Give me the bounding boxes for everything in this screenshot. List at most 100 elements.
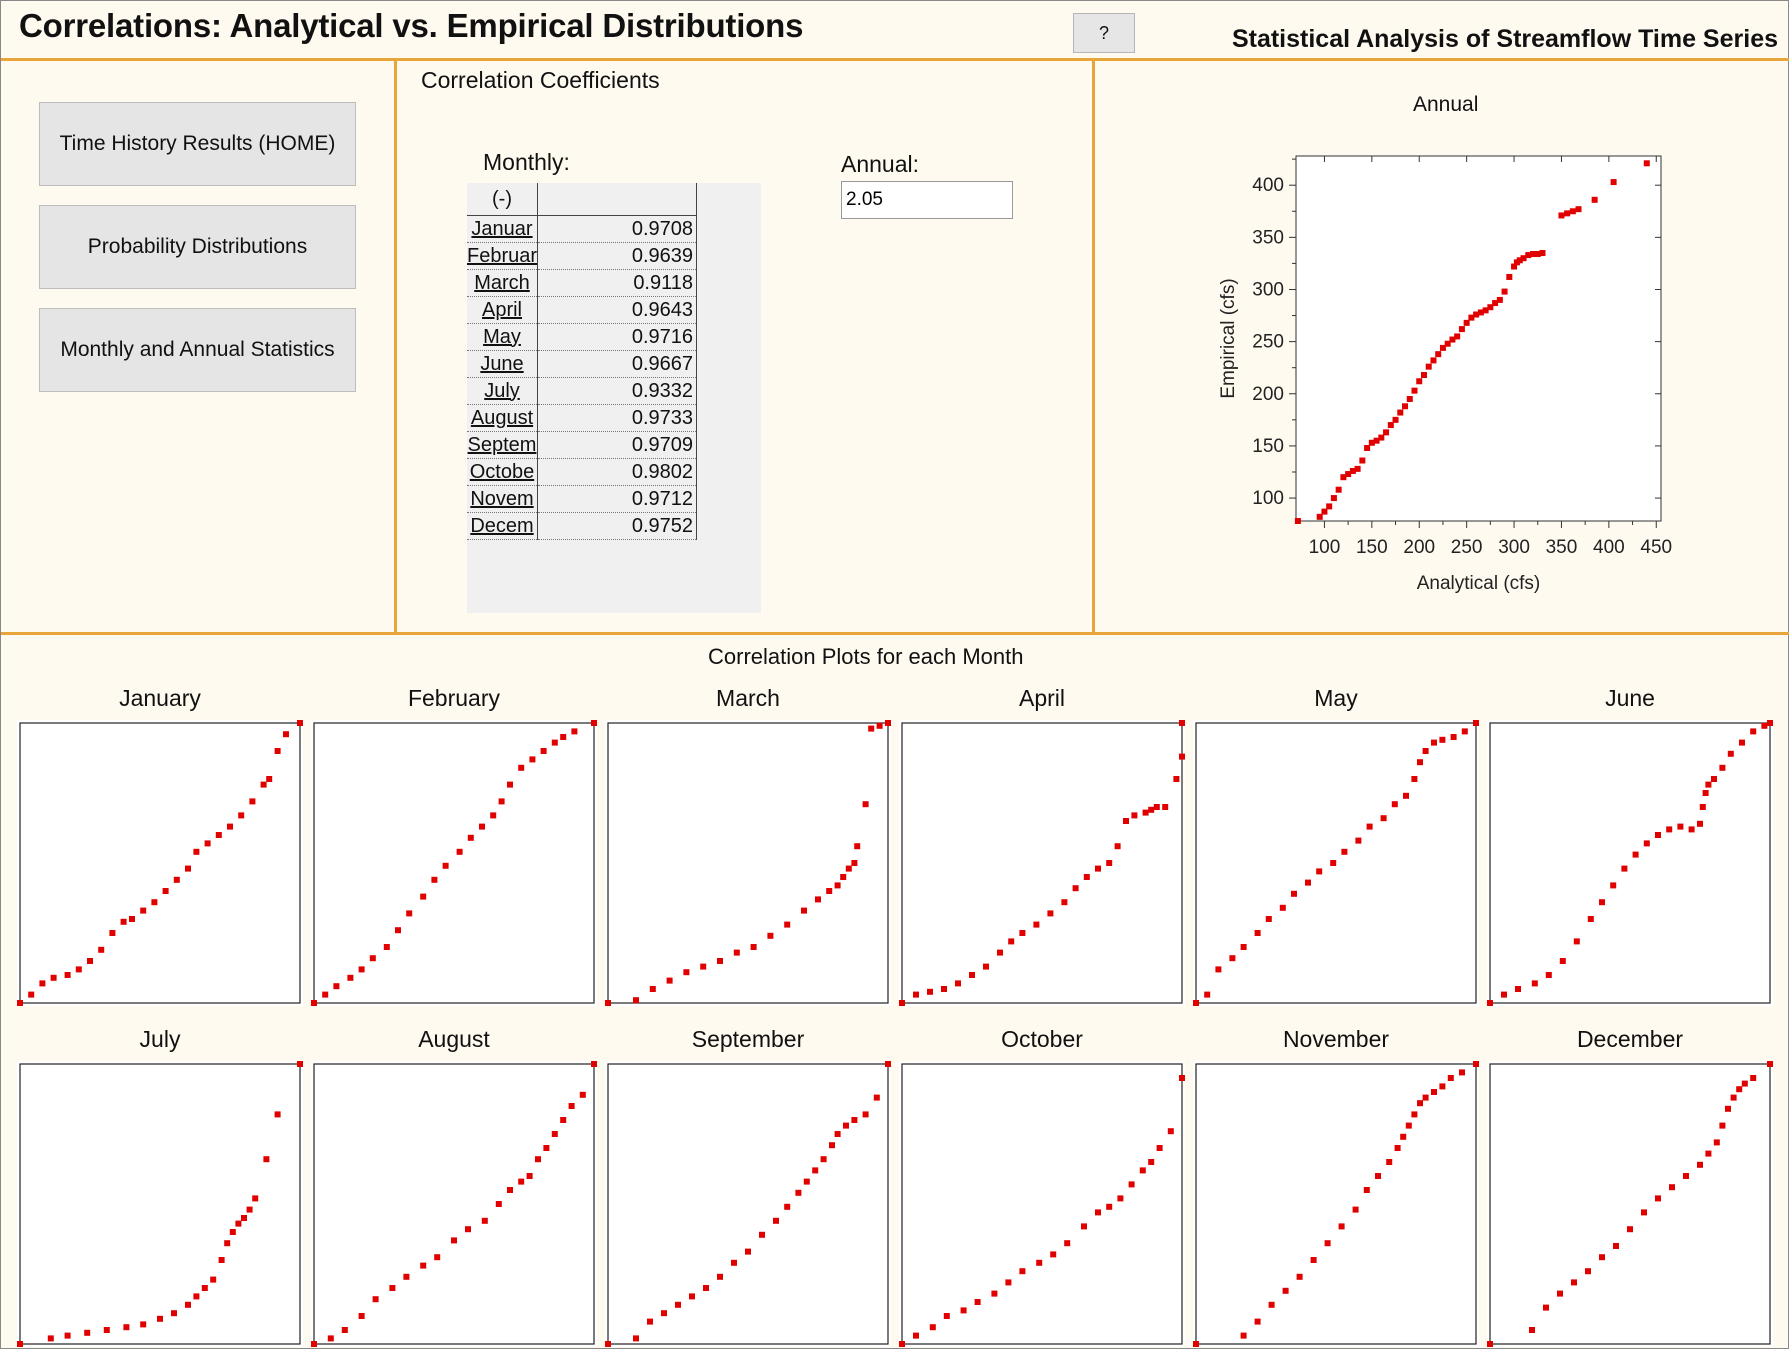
data-point — [274, 1111, 281, 1118]
data-point — [456, 848, 463, 855]
month-name-cell[interactable]: June — [467, 350, 538, 378]
data-point — [322, 991, 329, 998]
data-point — [1316, 868, 1323, 875]
data-point — [1496, 296, 1503, 303]
data-point — [162, 888, 169, 894]
data-point — [1439, 1083, 1446, 1090]
data-point — [1511, 263, 1518, 270]
data-point — [1148, 1159, 1155, 1165]
month-correlation-plot — [899, 1061, 1185, 1347]
coefficient-value-cell: 0.9752 — [537, 512, 697, 540]
data-point — [1666, 826, 1673, 833]
month-plot-title: March — [716, 685, 780, 711]
data-point — [1335, 486, 1342, 493]
data-point — [991, 1290, 998, 1297]
data-point — [1599, 1254, 1605, 1261]
data-point — [1767, 1061, 1773, 1067]
data-point — [1447, 1075, 1454, 1081]
month-name-cell[interactable]: Novem — [467, 485, 538, 513]
data-point — [820, 1156, 827, 1163]
data-point — [647, 1318, 653, 1325]
help-button[interactable]: ? — [1073, 13, 1135, 53]
data-point — [1019, 930, 1026, 936]
month-name-cell[interactable]: July — [467, 377, 538, 405]
month-name-cell[interactable]: August — [467, 404, 538, 432]
month-plot-title: June — [1605, 685, 1655, 711]
month-plot-title: May — [1314, 685, 1358, 711]
month-name-cell[interactable]: March — [467, 269, 538, 297]
data-point — [1697, 1161, 1703, 1168]
data-point — [1240, 1332, 1247, 1339]
table-row: Novem 0.9712 — [467, 485, 697, 513]
data-point — [372, 1296, 379, 1303]
data-point — [1677, 823, 1684, 830]
data-point — [241, 1215, 247, 1221]
month-name-cell[interactable]: Decem — [467, 512, 538, 540]
month-correlation-plot — [311, 1061, 597, 1347]
data-point — [1632, 851, 1639, 858]
data-point — [633, 1335, 639, 1342]
data-point — [759, 1231, 765, 1238]
data-point — [1268, 1301, 1275, 1308]
data-point — [431, 876, 438, 883]
data-point — [801, 907, 807, 914]
data-point — [193, 848, 200, 855]
month-name-cell[interactable]: May — [467, 323, 538, 351]
annual-coefficient-field[interactable] — [841, 181, 1013, 219]
data-point — [246, 1206, 253, 1213]
month-name-cell[interactable]: Octobe — [467, 458, 538, 486]
month-plot-title: July — [139, 1026, 181, 1052]
y-tick-label: 100 — [1252, 488, 1284, 509]
data-point — [1368, 439, 1375, 446]
data-point — [1321, 508, 1328, 515]
month-name-cell[interactable]: Septem — [467, 431, 538, 459]
data-point — [745, 1248, 751, 1255]
data-point — [591, 720, 597, 726]
data-point — [406, 910, 413, 917]
data-point — [1569, 208, 1576, 215]
data-point — [1417, 759, 1423, 766]
data-point — [1458, 326, 1465, 333]
data-point — [260, 781, 267, 788]
section-divider — [1, 632, 1789, 635]
data-point — [1655, 832, 1661, 838]
monthly-annual-statistics-button[interactable]: Monthly and Annual Statistics — [39, 308, 356, 392]
month-name-cell[interactable]: Februar — [467, 242, 538, 270]
month-plot-title: October — [1001, 1026, 1083, 1052]
data-point — [1411, 387, 1418, 394]
data-point — [1153, 804, 1160, 810]
data-point — [1341, 848, 1348, 855]
data-point — [1411, 776, 1418, 782]
month-plot-title: January — [119, 685, 201, 711]
plot-frame — [901, 1063, 1183, 1345]
data-point — [173, 876, 180, 883]
data-point — [28, 991, 35, 998]
data-point — [1431, 1089, 1437, 1095]
data-point — [1587, 916, 1594, 922]
data-point — [1294, 518, 1301, 524]
data-point — [551, 1131, 558, 1137]
month-name-cell[interactable]: Januar — [467, 215, 538, 243]
data-point — [1392, 416, 1399, 423]
probability-distributions-button[interactable]: Probability Distributions — [39, 205, 356, 289]
monthly-coefficients-table-panel[interactable]: (-) Januar 0.9708 Februar 0.9639 March 0.9118… — [467, 183, 761, 613]
data-point — [1525, 252, 1532, 259]
data-point — [210, 1276, 217, 1283]
data-point — [803, 1178, 810, 1185]
data-point — [1558, 212, 1565, 219]
header-divider — [1, 58, 1789, 61]
data-point — [109, 930, 116, 936]
table-row: June 0.9667 — [467, 350, 697, 378]
data-point — [812, 1167, 819, 1174]
month-plot-title: February — [407, 685, 501, 711]
table-header-row: (-) — [467, 183, 697, 216]
data-point — [311, 1341, 317, 1347]
home-button[interactable]: Time History Results (HOME) — [39, 102, 356, 186]
month-name-cell[interactable]: April — [467, 296, 538, 324]
coefficient-value-cell: 0.9332 — [537, 377, 697, 405]
data-point — [1461, 728, 1468, 735]
data-point — [1405, 1122, 1412, 1129]
data-point — [1422, 748, 1429, 754]
data-point — [1725, 1105, 1731, 1112]
y-axis-label: Empirical (cfs) — [1218, 278, 1239, 398]
